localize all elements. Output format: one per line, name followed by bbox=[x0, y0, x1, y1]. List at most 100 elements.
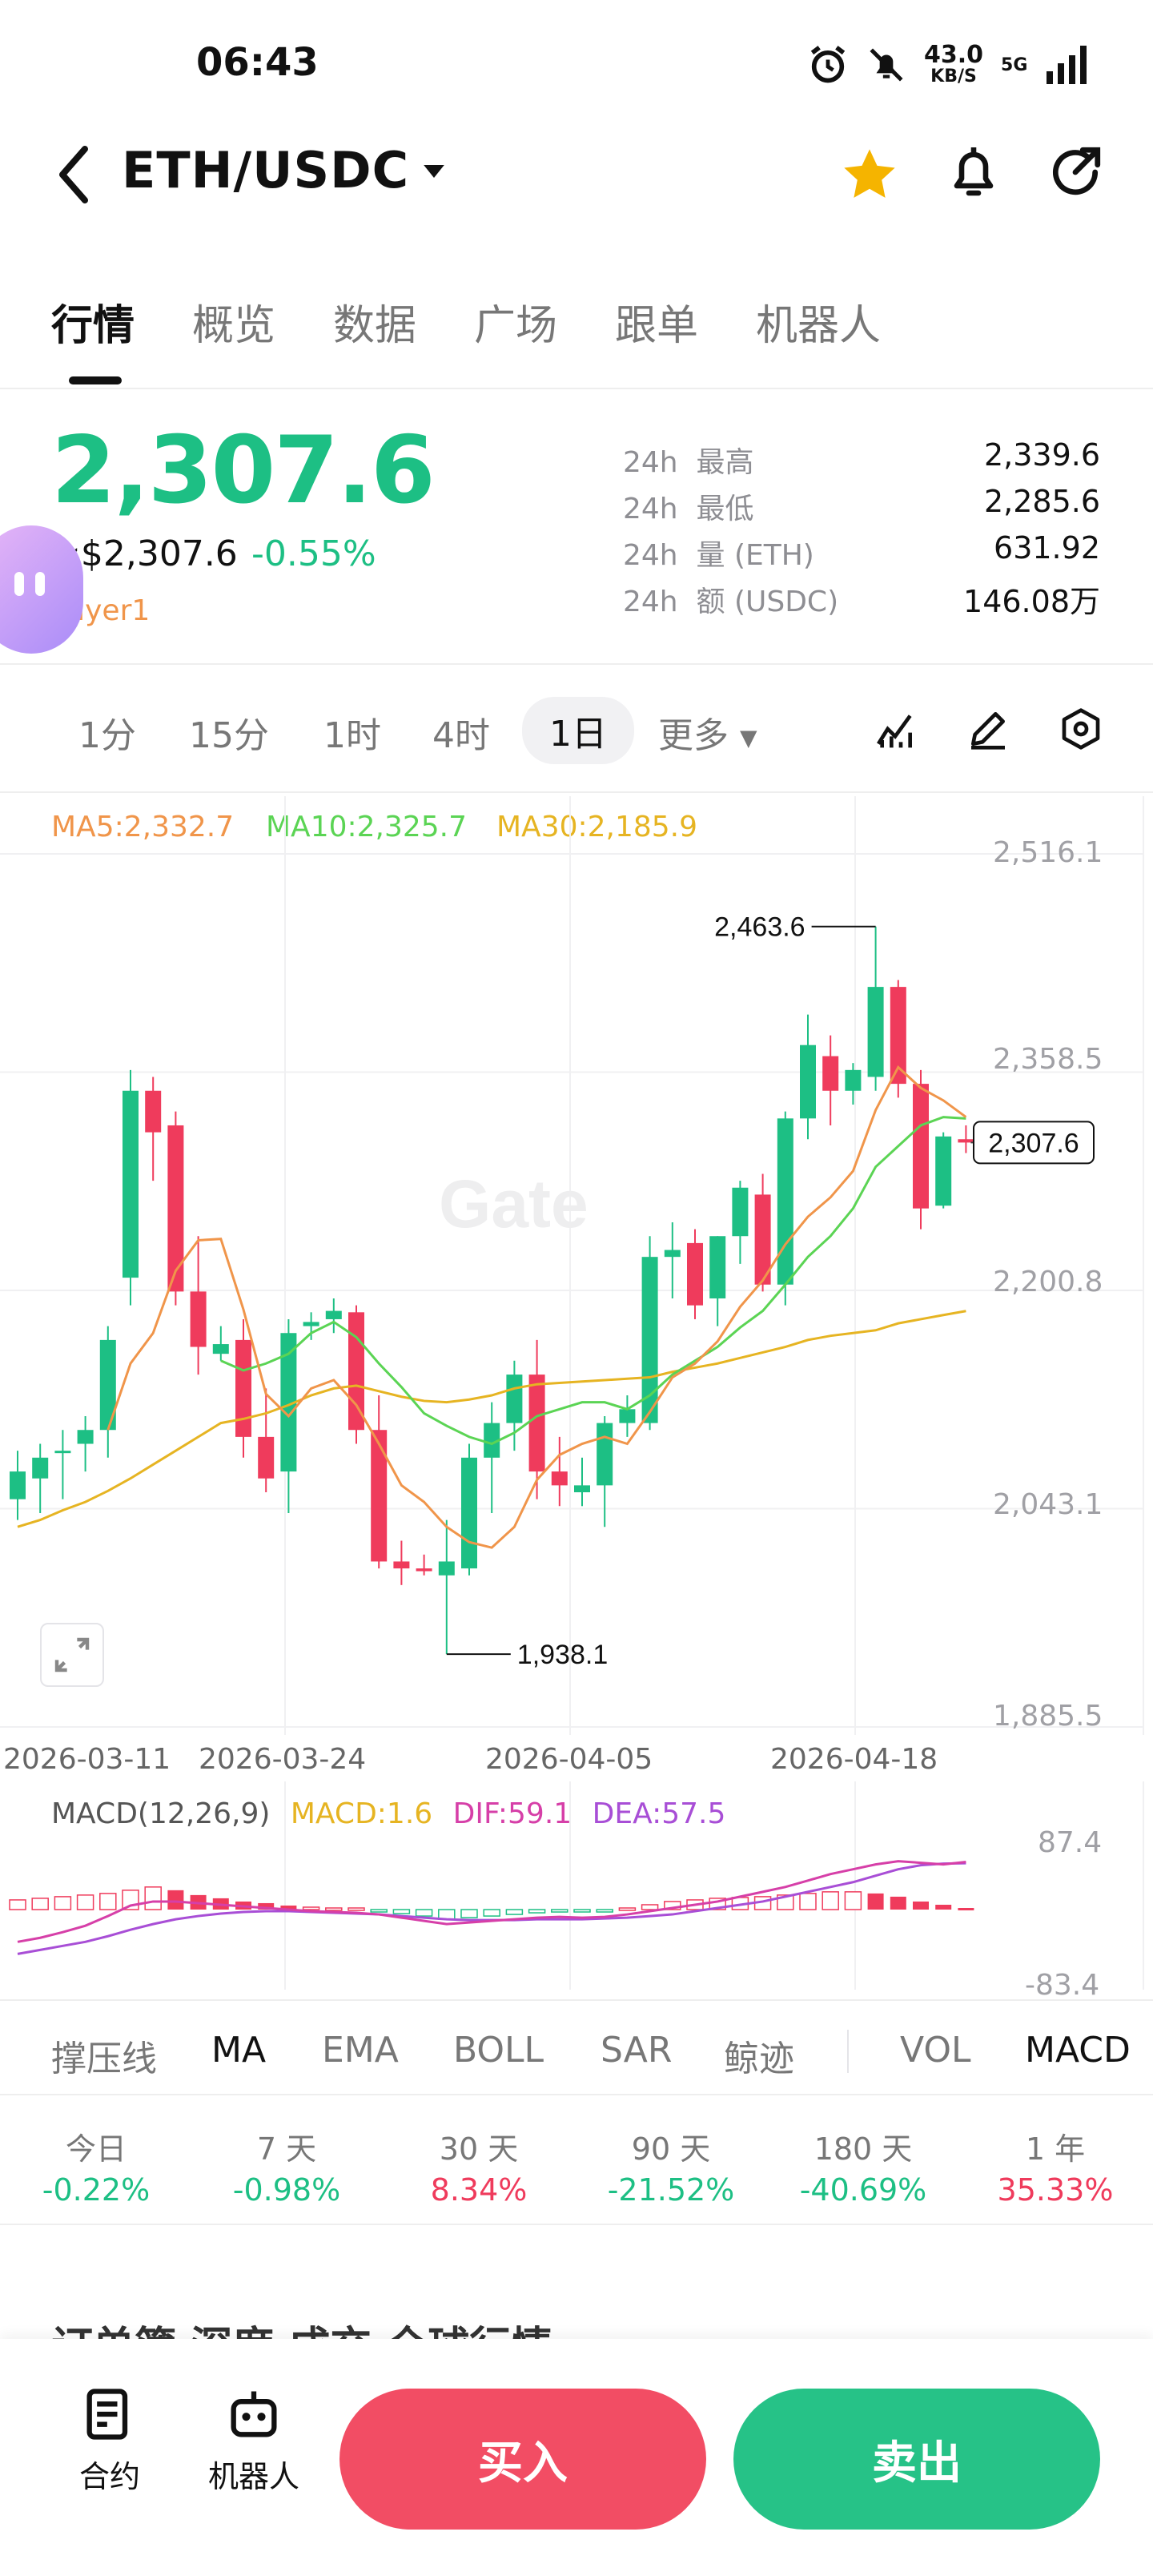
period-label: 1 年 bbox=[1025, 2131, 1086, 2167]
favorite-star-icon[interactable] bbox=[839, 144, 900, 205]
pair-title[interactable]: ETH/USDC bbox=[122, 141, 410, 199]
indicator-vol[interactable]: VOL bbox=[900, 2030, 971, 2071]
alarm-icon bbox=[810, 46, 846, 83]
stat-turnover-value: 146.08万 bbox=[963, 584, 1100, 619]
timeframe-more[interactable]: 更多 ▼ bbox=[658, 715, 757, 756]
share-icon[interactable] bbox=[1046, 143, 1105, 202]
back-button[interactable] bbox=[50, 143, 98, 207]
expand-icon bbox=[54, 1637, 90, 1672]
stat-label: 24h 最低 bbox=[623, 493, 754, 525]
macd-histogram-bar bbox=[302, 1906, 320, 1910]
floating-assistant-bubble[interactable] bbox=[0, 525, 83, 654]
bottom-action-bar: 合约 机器人 买入 卖出 bbox=[0, 2339, 1153, 2576]
y-tick-label: 2,516.1 bbox=[993, 836, 1103, 869]
ma5-legend: MA5:2,332.7 bbox=[51, 811, 235, 843]
draw-pencil-icon[interactable] bbox=[966, 706, 1010, 751]
macd-histogram-bar bbox=[325, 1907, 343, 1911]
x-tick-label: 2026-03-11 bbox=[3, 1743, 171, 1776]
indicator-icon[interactable] bbox=[873, 706, 918, 751]
candle-body bbox=[777, 1118, 793, 1285]
stat-label: 24h 额 (USDC) bbox=[623, 586, 839, 618]
tab-market[interactable]: 行情 bbox=[51, 302, 135, 350]
sell-button[interactable]: 卖出 bbox=[733, 2389, 1100, 2530]
macd-histogram-bar bbox=[415, 1909, 433, 1917]
contract-doc-icon bbox=[86, 2389, 128, 2440]
contract-button[interactable]: 合约 bbox=[58, 2384, 162, 2496]
divider bbox=[847, 2030, 849, 2073]
period-value: -21.52% bbox=[607, 2172, 735, 2208]
candle-body bbox=[574, 1485, 590, 1493]
divider bbox=[0, 1999, 1153, 2001]
candle-body bbox=[303, 1322, 319, 1326]
x-tick-label: 2026-04-05 bbox=[485, 1743, 653, 1776]
indicator-sar[interactable]: SAR bbox=[601, 2030, 673, 2071]
timeframe-4h[interactable]: 4时 bbox=[432, 715, 490, 756]
stat-volume-value: 631.92 bbox=[994, 530, 1100, 566]
macd-histogram-bar bbox=[551, 1909, 568, 1913]
ma30-line bbox=[17, 1310, 966, 1528]
macd-y-tick: 87.4 bbox=[1038, 1826, 1103, 1859]
macd-histogram-bar bbox=[596, 1909, 613, 1913]
candle-body bbox=[619, 1409, 636, 1423]
candle-body bbox=[845, 1069, 862, 1091]
divider bbox=[0, 791, 1153, 793]
macd-histogram-bar bbox=[76, 1894, 94, 1910]
indicator-boll[interactable]: BOLL bbox=[453, 2030, 544, 2071]
tab-bots[interactable]: 机器人 bbox=[756, 302, 882, 350]
candle-body bbox=[754, 1194, 771, 1285]
candle-body bbox=[709, 1236, 726, 1299]
y-tick-label: 2,043.1 bbox=[993, 1488, 1103, 1521]
candle-body bbox=[190, 1291, 207, 1347]
macd-histogram-bar bbox=[641, 1904, 659, 1910]
tab-copy-trading[interactable]: 跟单 bbox=[615, 302, 699, 350]
buy-button[interactable]: 买入 bbox=[339, 2389, 706, 2530]
indicator-whale[interactable]: 鲸迹 bbox=[724, 2039, 794, 2079]
chevron-down-icon[interactable] bbox=[421, 159, 447, 184]
tab-square[interactable]: 广场 bbox=[474, 302, 558, 350]
period-label: 180 天 bbox=[814, 2131, 913, 2167]
macd-histogram-bar bbox=[664, 1901, 681, 1910]
high-annotation-label: 2,463.6 bbox=[714, 912, 805, 943]
tab-overview[interactable]: 概览 bbox=[192, 302, 276, 350]
timeframe-1d[interactable]: 1日 bbox=[522, 697, 634, 764]
period-label: 30 天 bbox=[439, 2131, 519, 2167]
chart-settings-icon[interactable] bbox=[1059, 706, 1103, 751]
timeframe-15m[interactable]: 15分 bbox=[189, 715, 269, 756]
ma30-legend: MA30:2,185.9 bbox=[496, 811, 698, 843]
ma10-line bbox=[220, 1116, 966, 1446]
candle-body bbox=[438, 1561, 455, 1576]
macd-histogram-bar bbox=[9, 1899, 26, 1910]
macd-histogram-bar bbox=[913, 1901, 929, 1910]
current-price-box bbox=[973, 1121, 1095, 1165]
candle-body bbox=[416, 1568, 432, 1572]
tab-data[interactable]: 数据 bbox=[333, 302, 417, 350]
dif-line bbox=[17, 1860, 966, 1943]
candle-body bbox=[913, 1084, 929, 1209]
macd-histogram-bar bbox=[348, 1907, 365, 1911]
candle-body bbox=[528, 1375, 545, 1472]
timeframe-1h[interactable]: 1时 bbox=[323, 715, 381, 756]
candlestick-chart[interactable]: Gate 2,463.6 1,938.1 2,307.6 bbox=[0, 796, 1153, 1741]
candle-body bbox=[641, 1257, 658, 1423]
period-value: -0.22% bbox=[42, 2172, 151, 2208]
indicator-ma[interactable]: MA bbox=[211, 2030, 267, 2071]
period-label: 90 天 bbox=[631, 2131, 711, 2167]
macd-histogram-bar bbox=[573, 1909, 591, 1913]
macd-chart[interactable] bbox=[0, 1781, 1153, 1998]
timeframe-1m[interactable]: 1分 bbox=[78, 715, 136, 756]
candle-body bbox=[958, 1139, 974, 1143]
indicator-support-resistance[interactable]: 撑压线 bbox=[51, 2039, 157, 2079]
status-time: 06:43 bbox=[196, 40, 319, 85]
stat-high-value: 2,339.6 bbox=[983, 437, 1100, 473]
chevron-down-icon: ▼ bbox=[740, 724, 757, 751]
macd-histogram-bar bbox=[618, 1907, 637, 1911]
alert-bell-icon[interactable] bbox=[945, 143, 1002, 205]
indicator-macd[interactable]: MACD bbox=[1025, 2030, 1131, 2071]
bot-button[interactable]: 机器人 bbox=[202, 2384, 306, 2496]
indicator-ema[interactable]: EMA bbox=[322, 2030, 399, 2071]
candle-body bbox=[99, 1339, 116, 1431]
candle-body bbox=[32, 1457, 49, 1479]
network-speed: 43.0 KB/S bbox=[924, 41, 984, 87]
candle-body bbox=[867, 987, 884, 1077]
fullscreen-button[interactable] bbox=[40, 1623, 104, 1687]
